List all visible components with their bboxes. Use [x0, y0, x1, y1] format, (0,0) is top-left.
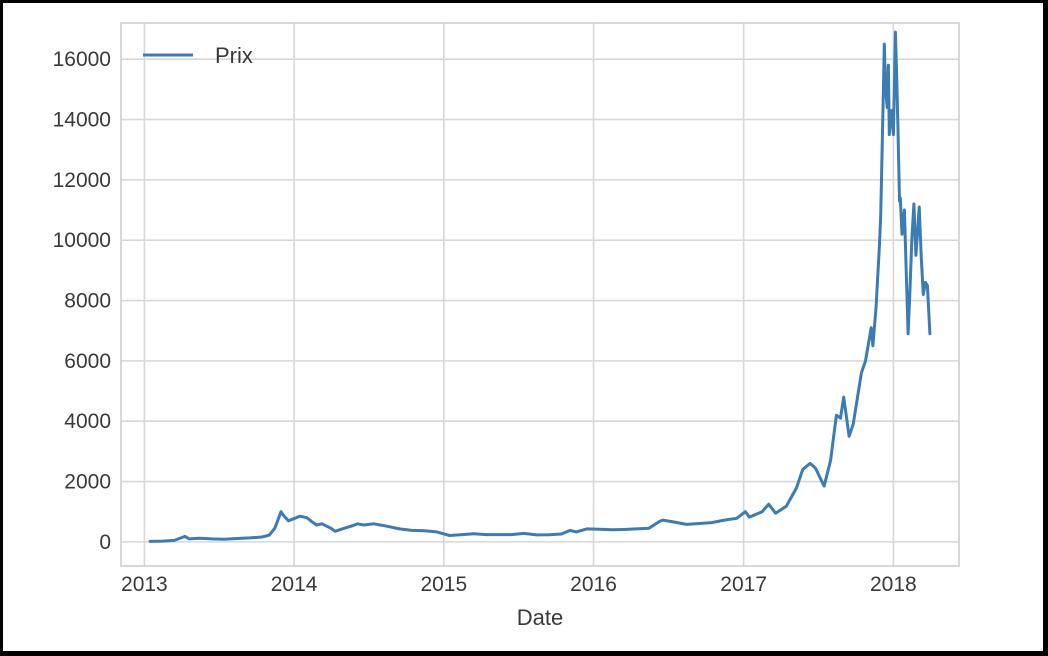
y-tick-label: 2000: [64, 471, 111, 494]
x-axis-ticks: 2013 2014 2015 2016 2017 2018: [121, 573, 917, 596]
y-tick-label: 0: [99, 531, 111, 554]
x-tick-label: 2017: [720, 573, 767, 596]
plot-area-border: [120, 22, 960, 567]
y-tick-label: 12000: [53, 169, 111, 192]
y-tick-label: 6000: [64, 350, 111, 373]
y-tick-label: 16000: [53, 48, 111, 71]
y-tick-label: 10000: [53, 229, 111, 252]
x-tick-label: 2014: [271, 573, 318, 596]
x-tick-label: 2016: [570, 573, 617, 596]
chart-frame: 2013 2014 2015 2016 2017 2018 0 2000 4000 6000 80…: [3, 3, 1043, 651]
x-tick-label: 2015: [420, 573, 467, 596]
legend-label-prix: Prix: [215, 43, 253, 68]
legend: Prix: [143, 43, 253, 68]
y-axis-ticks: 0 2000 4000 6000 8000 10000 12000 14000 16000: [53, 48, 111, 554]
x-tick-label: 2013: [121, 573, 168, 596]
y-tick-label: 14000: [53, 109, 111, 132]
series-line-prix: [148, 30, 932, 543]
line-chart: 2013 2014 2015 2016 2017 2018 0 2000 4000 6000 80…: [53, 22, 960, 630]
y-tick-label: 4000: [64, 410, 111, 433]
x-axis-label: Date: [517, 605, 563, 630]
y-tick-label: 8000: [64, 290, 111, 313]
grid: [121, 23, 959, 566]
series-layer: [148, 30, 932, 543]
x-tick-label: 2018: [870, 573, 917, 596]
plot-background: [121, 23, 959, 566]
